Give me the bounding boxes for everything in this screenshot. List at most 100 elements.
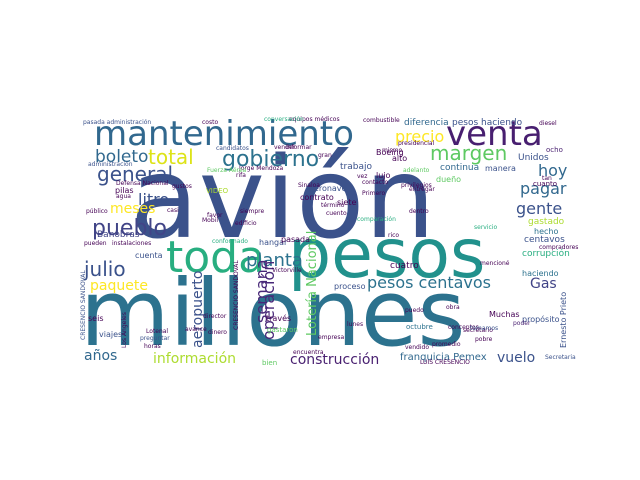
cloud-word: pesos centavos [367,273,491,292]
cloud-word: Banobras [97,230,140,240]
cloud-word: total [148,145,194,169]
cloud-word: dueño [436,175,461,184]
cloud-word: gran [318,152,332,159]
cloud-word: hoy [538,161,567,180]
cloud-word: costo [202,119,218,126]
cloud-word: millones [80,260,465,367]
cloud-word: Ernesto Prieto [559,292,568,348]
cloud-word: dinero [208,329,227,336]
cloud-word: lujo [376,171,391,180]
cloud-word: viajes [99,330,122,339]
cloud-word: Defensa Nacional [116,180,169,187]
cloud-word: edificio [235,220,257,227]
cloud-word: ocho [546,146,563,154]
cloud-word: preguntar [140,335,170,342]
cloud-word: secretario [463,327,493,334]
cloud-word: Fuerza Aérea [207,167,247,174]
cloud-word: continua [440,163,479,173]
cloud-word: servicio [474,224,497,231]
cloud-word: conformado [212,238,248,245]
cloud-word: LUIS CRESENCIO [420,359,470,366]
cloud-word: cuenta [135,251,163,260]
cloud-word: avión [130,134,436,264]
cloud-word: pesos [288,215,485,294]
cloud-word: centavos [524,235,565,245]
cloud-word: aeronave [309,184,347,193]
cloud-word: Jorge Mendoza [238,165,284,172]
cloud-word: Lotenal [146,328,168,335]
cloud-word: paquete [90,278,148,294]
cloud-word: VIDEO [206,187,229,195]
cloud-word: Sinaloa [298,182,320,189]
cloud-word: alto [392,154,407,163]
cloud-word: diferencia [404,118,449,128]
cloud-word: favor [207,212,223,219]
cloud-word: contacto [362,179,388,186]
cloud-word: pueden [84,240,107,247]
cloud-word: información [153,351,236,367]
cloud-word: privilegios [401,182,432,189]
cloud-word: obra [446,304,460,311]
cloud-word: encuentra [293,349,324,356]
cloud-word: construcción [290,352,379,368]
cloud-word: vuelo [497,350,535,366]
cloud-word: Lotería Nacional [305,231,320,336]
cloud-word: entregar [409,186,435,193]
cloud-word: corrupción [522,248,570,259]
cloud-word: vendido [405,344,429,351]
cloud-word: director [203,313,227,320]
cloud-word: casi [167,207,179,214]
cloud-word: hangar [259,238,288,247]
cloud-word: hecho [534,227,558,236]
cloud-word: vez [357,173,367,180]
cloud-word: proceso [334,282,366,291]
cloud-word: adelanto [403,167,430,174]
cloud-word: través [266,313,291,323]
cloud-word: años [84,348,117,364]
cloud-word: agua [116,193,131,200]
cloud-word: tan [542,175,552,182]
cloud-word: equipos médicos [289,116,340,123]
cloud-word: compradores [539,244,578,251]
cloud-word: administración [88,161,133,168]
cloud-word: pobre [475,336,493,343]
cloud-word: CRESENCIO SANDOVAL [233,260,240,330]
cloud-word: pilas [115,186,134,195]
cloud-word: siempre [240,208,264,215]
cloud-word: julio [83,257,126,281]
cloud-word: franquicia Pemex [400,352,487,363]
cloud-word: empresa [318,334,344,341]
cloud-word: cuento [326,210,347,217]
cloud-word: Los Angeles [121,312,128,348]
cloud-word: promedio [432,341,461,348]
cloud-word: poder [513,320,531,327]
cloud-word: conceptos [448,324,479,331]
cloud-word: manera [485,164,516,173]
cloud-word: meses [110,201,155,217]
cloud-word: bien [262,359,277,367]
cloud-word: rifa [236,172,246,179]
cloud-word: tomamos [470,325,498,332]
cloud-word: gastado [528,217,565,227]
cloud-word: Boeing [376,148,404,157]
cloud-word: pasada administración [83,119,151,126]
cloud-word: trabajo [340,162,372,172]
cloud-word: boleto [95,147,148,167]
cloud-word: pagar [520,179,567,198]
cloud-word: comparación [357,216,396,223]
cloud-word: Primero [362,190,386,197]
cloud-word: conversación [264,116,304,123]
cloud-word: contrato [300,193,334,202]
cloud-word: gustos [172,183,192,190]
cloud-word: combustible [363,117,400,124]
cloud-word: público [86,208,108,215]
cloud-word: pasada [281,235,310,244]
cloud-word: término [321,202,345,209]
cloud-word: Victorville [272,267,302,274]
cloud-word: litro [138,190,169,209]
cloud-word: dentro [409,208,429,215]
cloud-word: gente [516,199,562,218]
cloud-word: mencioné [480,260,510,267]
cloud-word: semana [252,259,271,323]
